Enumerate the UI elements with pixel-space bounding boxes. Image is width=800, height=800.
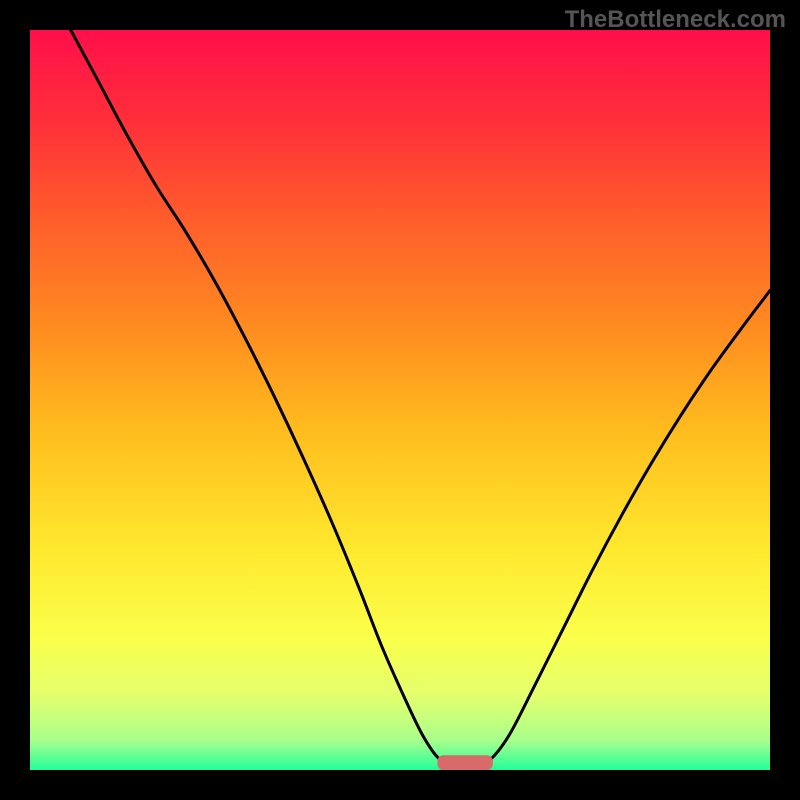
plot-background <box>30 30 770 770</box>
sweet-spot-marker <box>437 755 493 770</box>
bottleneck-chart <box>0 0 800 800</box>
chart-container: TheBottleneck.com <box>0 0 800 800</box>
watermark-text: TheBottleneck.com <box>565 6 786 34</box>
